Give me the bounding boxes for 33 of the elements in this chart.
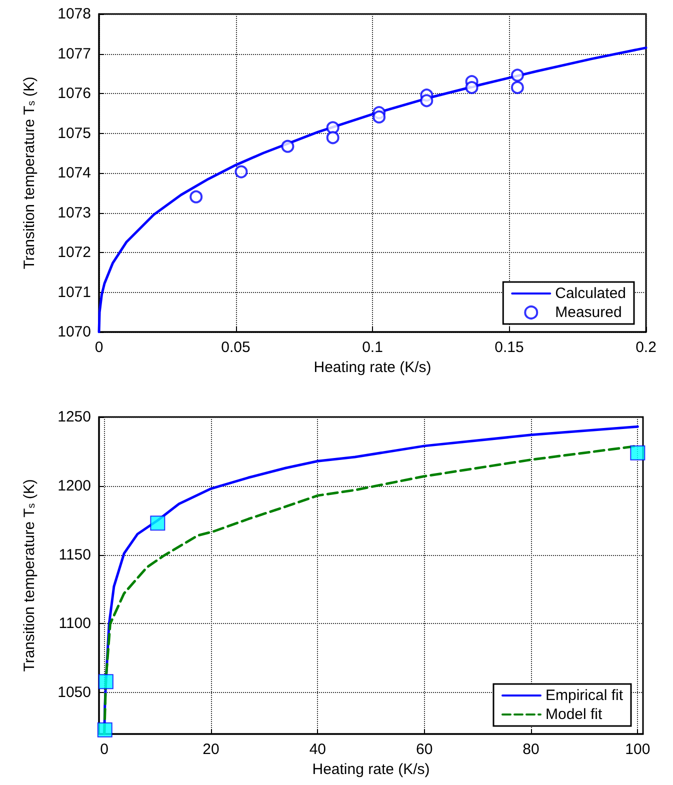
x-tick-label: 0.05 bbox=[221, 339, 250, 356]
y-tick-label: 1250 bbox=[58, 408, 91, 426]
x-tick-label: 0 bbox=[94, 339, 104, 356]
y-tick-label: 1072 bbox=[58, 244, 91, 261]
y-tick-label: 1077 bbox=[58, 45, 91, 62]
y-tick-label: 1050 bbox=[58, 684, 91, 702]
x-tick-label: 40 bbox=[309, 741, 326, 758]
legend-label: Calculated bbox=[555, 285, 626, 302]
x-axis-title: Heating rate (K/s) bbox=[314, 358, 432, 376]
x-tick-label: 0.2 bbox=[636, 339, 656, 356]
y-tick-label: 1071 bbox=[58, 284, 91, 301]
y-tick-label: 1078 bbox=[58, 6, 91, 22]
y-axis-title: Transition temperature Ts (K) bbox=[21, 479, 38, 672]
x-tick-label: 0.15 bbox=[494, 339, 524, 356]
y-tick-label: 1200 bbox=[58, 477, 91, 494]
x-axis-title: Heating rate (K/s) bbox=[312, 760, 430, 778]
y-axis-title: Transition temperature Ts (K) bbox=[21, 76, 38, 270]
x-tick-label: 100 bbox=[625, 741, 650, 758]
y-tick-label: 1076 bbox=[58, 85, 91, 102]
legend-label: Model fit bbox=[545, 706, 604, 723]
legend-label: Empirical fit bbox=[545, 687, 624, 704]
x-tick-label: 60 bbox=[416, 741, 433, 758]
y-tick-label: 1150 bbox=[58, 546, 91, 564]
y-tick-label: 1070 bbox=[58, 324, 91, 340]
y-tick-label: 1074 bbox=[58, 164, 91, 182]
y-tick-label: 1100 bbox=[58, 615, 91, 632]
x-tick-label: 0 bbox=[100, 741, 109, 758]
x-tick-label: 0.1 bbox=[362, 339, 383, 356]
legend-label: Measured bbox=[555, 304, 622, 321]
x-tick-label: 20 bbox=[202, 741, 220, 758]
y-tick-label: 1073 bbox=[58, 204, 91, 222]
x-tick-label: 80 bbox=[522, 741, 540, 758]
y-tick-label: 1075 bbox=[58, 124, 91, 142]
